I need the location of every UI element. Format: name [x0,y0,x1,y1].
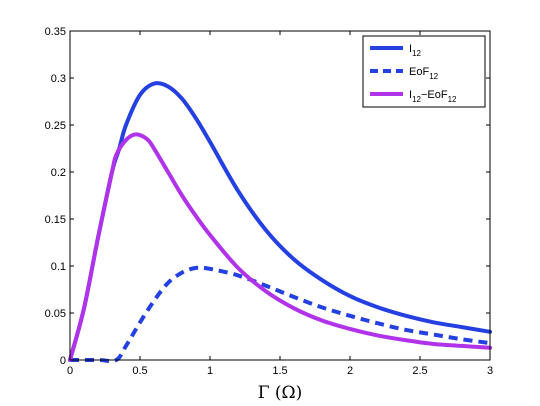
series-layer [68,81,492,364]
y-tick-label: 0.05 [45,308,66,320]
y-tick-label: 0.35 [45,26,66,38]
x-tick-label: 3 [487,365,493,377]
legend-label: EoF12 [409,66,439,81]
legend-label: I12 [409,43,422,58]
series-line-1 [70,265,491,364]
x-tick-label: 2 [347,365,353,377]
x-tick-label: 1.5 [272,365,287,377]
x-axis-title: Γ (Ω) [258,383,303,403]
y-tick-label: 0.2 [51,167,66,179]
y-tick-label: 0.25 [45,120,66,132]
series-line-0 [68,81,492,362]
legend-label: I12−EoF12 [409,89,457,104]
y-tick-label: 0.1 [51,261,66,273]
y-tick-label: 0.3 [51,73,66,85]
y-tick-label: 0.15 [45,214,66,226]
ticks-layer: 0 0.5 1 1.5 2 2.5 3 0 0.05 0.1 0.15 0.2 0.25 0.3 0.35 [45,26,493,377]
y-tick-label: 0 [60,355,66,367]
x-tick-label: 2.5 [412,365,427,377]
x-tick-label: 0.5 [132,365,147,377]
x-tick-label: 1 [207,365,213,377]
legend: I12 EoF12 I12−EoF12 [362,35,486,108]
x-tick-label: 0 [67,365,73,377]
series-line-2 [68,132,492,362]
